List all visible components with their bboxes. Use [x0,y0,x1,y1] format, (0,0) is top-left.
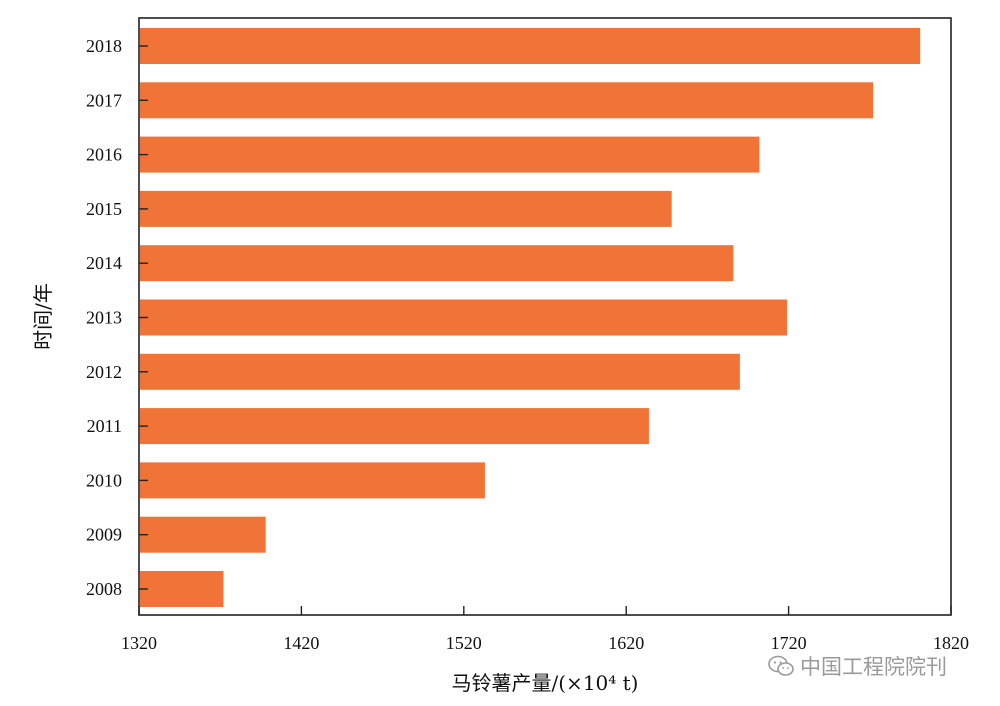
x-tick-label: 1520 [446,633,482,653]
bar-2016 [140,136,760,173]
x-tick-label: 1820 [933,633,969,653]
x-tick-label: 1420 [283,633,319,653]
y-tick-label: 2008 [86,579,122,599]
bar-2010 [140,462,485,499]
bar-2009 [140,516,266,553]
y-tick-label: 2011 [87,416,122,436]
x-tick-label: 1720 [771,633,807,653]
bar-2008 [140,571,224,607]
y-tick-label: 2009 [86,525,122,545]
bar-2014 [140,245,734,282]
y-tick-label: 2010 [86,470,122,490]
x-axis-title: 马铃薯产量/(×10⁴ t) [452,671,639,695]
y-tick-label: 2014 [86,253,122,273]
y-tick-label: 2017 [86,90,122,110]
bar-2018 [140,28,921,64]
y-tick-label: 2012 [86,362,122,382]
bar-2015 [140,190,672,227]
bar-2017 [140,82,874,119]
x-tick-label: 1320 [121,633,157,653]
y-axis-title: 时间/年 [31,283,55,350]
y-tick-label: 2015 [86,199,122,219]
plot-frame [138,17,952,616]
watermark-text: 中国工程院院刊 [800,655,947,679]
y-tick-label: 2016 [86,145,122,165]
x-ticks-group: 1320 1420 1520 1620 1720 1820 [121,606,969,653]
bars-group [140,28,921,607]
bar-2011 [140,408,649,445]
bar-2013 [140,299,787,336]
watermark: 中国工程院院刊 [768,651,947,681]
y-tick-label: 2013 [86,308,122,328]
y-ticks-group: 2018 2017 2016 2015 2014 2013 2012 2011 2010 2009… [86,36,148,599]
bar-2012 [140,353,740,390]
wechat-icon [768,655,794,676]
x-tick-label: 1620 [608,633,644,653]
y-tick-label: 2018 [86,36,122,56]
